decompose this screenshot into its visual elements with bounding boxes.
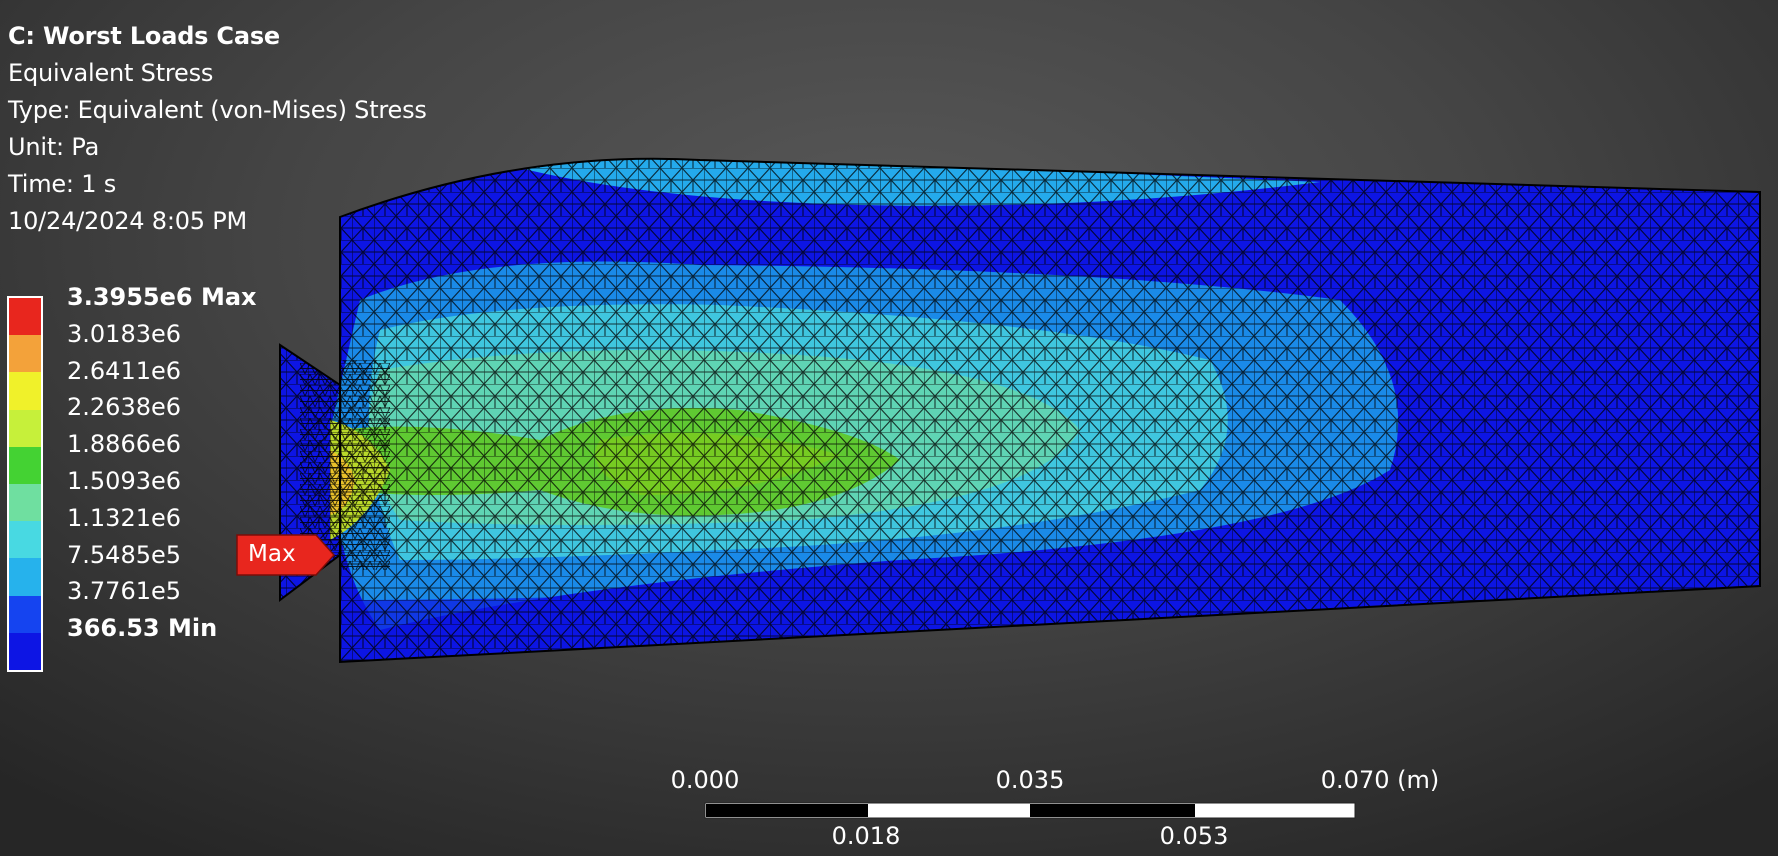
scale-label-2: 0.035 — [995, 766, 1065, 794]
tip-outline — [279, 343, 341, 602]
legend-swatch-3 — [9, 409, 41, 447]
scale-label-4: 0.070 (m) — [1320, 766, 1440, 794]
legend-label-7: 7.5485e5 — [67, 540, 182, 569]
legend-swatch-2 — [9, 372, 41, 410]
scale-label-1: 0.018 — [831, 822, 901, 850]
legend-label-0: 3.3955e6 Max — [67, 283, 257, 311]
legend-label-9: 366.53 Min — [67, 614, 218, 643]
legend-swatch-8 — [9, 595, 41, 633]
legend-swatch-5 — [9, 484, 41, 522]
body-outline — [339, 157, 1761, 664]
scale-label-0: 0.000 — [670, 766, 740, 794]
legend-label-5: 1.5093e6 — [67, 467, 182, 495]
legend-label-4: 1.8866e6 — [67, 430, 182, 459]
legend-label-6: 1.1321e6 — [67, 503, 182, 532]
legend-swatch-9 — [9, 632, 41, 670]
result-type: Type: Equivalent (von-Mises) Stress — [8, 96, 427, 124]
legend-swatch-4 — [9, 446, 41, 484]
max-probe-label: Max — [248, 541, 296, 567]
result-time: Time: 1 s — [8, 170, 117, 198]
max-probe-icon — [236, 534, 336, 576]
result-info: C: Worst Loads Case Equivalent Stress Ty… — [8, 18, 427, 240]
color-legend-bar[interactable] — [7, 296, 43, 672]
contour-bands — [280, 158, 1760, 662]
analysis-title: C: Worst Loads Case — [8, 22, 280, 50]
legend-swatch-6 — [9, 521, 41, 559]
legend-swatch-0 — [9, 298, 41, 336]
result-name: Equivalent Stress — [8, 59, 214, 87]
scale-label-3: 0.053 — [1159, 822, 1229, 850]
legend-label-3: 2.2638e6 — [67, 393, 182, 422]
legend-label-1: 3.0183e6 — [67, 319, 182, 348]
max-probe-tag[interactable]: Max — [236, 534, 336, 576]
result-timestamp: 10/24/2024 8:05 PM — [8, 207, 248, 235]
legend-label-2: 2.6411e6 — [67, 356, 182, 385]
result-unit: Unit: Pa — [8, 133, 100, 161]
legend-swatch-1 — [9, 335, 41, 373]
legend-swatch-7 — [9, 558, 41, 596]
legend-label-8: 3.7761e5 — [67, 577, 182, 606]
